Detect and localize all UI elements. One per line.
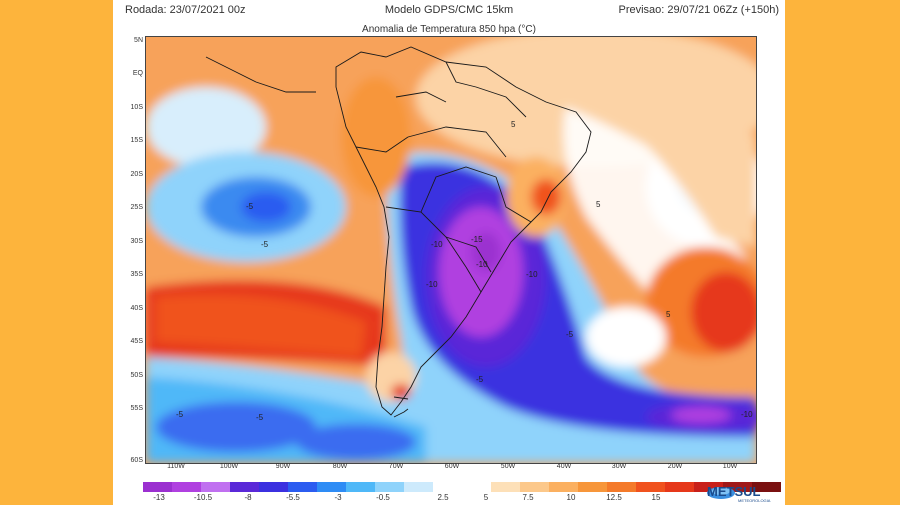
- colorbar-tick: -3: [334, 493, 342, 502]
- colorbar-tick: 12.5: [606, 493, 622, 502]
- lat-label: 50S: [130, 372, 143, 379]
- lat-label: EQ: [132, 70, 143, 77]
- contour-label: -10: [526, 270, 538, 279]
- lon-label: 70W: [388, 463, 404, 470]
- colorbar-swatch: [201, 482, 230, 492]
- colorbar-swatch: [317, 482, 346, 492]
- colorbar-swatch: [607, 482, 636, 492]
- colorbar-swatch: [636, 482, 665, 492]
- colorbar-tick: -13: [153, 493, 165, 502]
- contour-label: -10: [426, 280, 438, 289]
- colorbar-swatch: [549, 482, 578, 492]
- contour-label: 5: [596, 200, 601, 209]
- lon-label: 10W: [722, 463, 738, 470]
- lon-label: 60W: [444, 463, 460, 470]
- colorbar-swatch: [491, 482, 520, 492]
- anomaly-field: [146, 37, 756, 463]
- lat-label: 35S: [130, 271, 143, 278]
- lat-label: 30S: [130, 238, 143, 245]
- colorbar-swatch: [230, 482, 259, 492]
- lat-label: 40S: [130, 305, 143, 312]
- colorbar-tick: 7.5: [522, 493, 534, 502]
- lat-label: 10S: [130, 104, 143, 111]
- lat-label: 20S: [130, 171, 143, 178]
- contour-label: -10: [431, 240, 443, 249]
- colorbar-tick: -8: [244, 493, 252, 502]
- chart-panel: Rodada: 23/07/2021 00z Modelo GDPS/CMC 1…: [113, 0, 785, 505]
- contour-label: -5: [476, 375, 484, 384]
- colorbar-swatch: [346, 482, 375, 492]
- contour-label: -5: [256, 413, 264, 422]
- colorbar-tick: -5.5: [286, 493, 300, 502]
- lon-label: 90W: [275, 463, 291, 470]
- lat-label: 55S: [130, 405, 143, 412]
- colorbar-swatch: [723, 482, 752, 492]
- colorbar-swatch: [259, 482, 288, 492]
- lat-label: 45S: [130, 338, 143, 345]
- contour-label: -5: [566, 330, 574, 339]
- metsul-logo: METSUL: [707, 484, 761, 499]
- colorbar-swatch: [752, 482, 781, 492]
- forecast-label: Previsao: 29/07/21 06Zz (+150h): [618, 4, 779, 16]
- lon-label: 20W: [667, 463, 683, 470]
- colorbar-swatch: [433, 482, 462, 492]
- colorbar-swatch: [172, 482, 201, 492]
- colorbar-swatch: [288, 482, 317, 492]
- lon-label: 30W: [611, 463, 627, 470]
- lon-label: 80W: [332, 463, 348, 470]
- lon-label: 110W: [167, 463, 185, 470]
- lat-label: 25S: [130, 204, 143, 211]
- map-title: Anomalia de Temperatura 850 hpa (°C): [362, 24, 536, 35]
- colorbar-tick: -10.5: [193, 493, 213, 502]
- metsul-logo-icon: [707, 487, 735, 499]
- colorbar-swatch: [462, 482, 491, 492]
- colorbar-swatch: [520, 482, 549, 492]
- colorbar-swatch: [665, 482, 694, 492]
- colorbar-tick: -0.5: [376, 493, 390, 502]
- metsul-tagline: METEOROLOGIA: [738, 498, 771, 503]
- colorbar: [143, 482, 781, 492]
- colorbar-swatch: [694, 482, 723, 492]
- colorbar-tick: 5: [483, 493, 489, 502]
- contour-label: -15: [471, 235, 483, 244]
- colorbar-tick: 2.5: [437, 493, 449, 502]
- contour-label: 5: [511, 120, 516, 129]
- lat-label: 5N: [134, 37, 143, 44]
- continent-outline: [205, 46, 592, 418]
- colorbar-swatch: [404, 482, 433, 492]
- contour-label: -5: [176, 410, 184, 419]
- colorbar-swatch: [578, 482, 607, 492]
- contour-labels: -5 -5 -10 -15 -10 -10 -5 -5 -5 -10 -10 5…: [176, 120, 753, 422]
- lat-label: 15S: [130, 137, 143, 144]
- lon-label: 50W: [500, 463, 516, 470]
- colorbar-swatch: [375, 482, 404, 492]
- contour-label: -10: [476, 260, 488, 269]
- contour-label: 5: [666, 310, 671, 319]
- map-graphic: -5 -5 -10 -15 -10 -10 -5 -5 -5 -10 -10 5…: [146, 37, 756, 463]
- lat-label: 60S: [130, 457, 143, 464]
- contour-label: -10: [741, 410, 753, 419]
- lon-label: 100W: [219, 463, 239, 470]
- contour-label: -5: [261, 240, 269, 249]
- lon-label: 40W: [556, 463, 572, 470]
- run-label: Rodada: 23/07/2021 00z: [125, 4, 246, 16]
- anomaly-map: -5 -5 -10 -15 -10 -10 -5 -5 -5 -10 -10 5…: [145, 36, 757, 464]
- contour-label: -5: [246, 202, 254, 211]
- colorbar-swatch: [143, 482, 172, 492]
- colorbar-tick: 15: [651, 493, 661, 502]
- model-label: Modelo GDPS/CMC 15km: [384, 4, 514, 16]
- colorbar-tick: 10: [566, 493, 576, 502]
